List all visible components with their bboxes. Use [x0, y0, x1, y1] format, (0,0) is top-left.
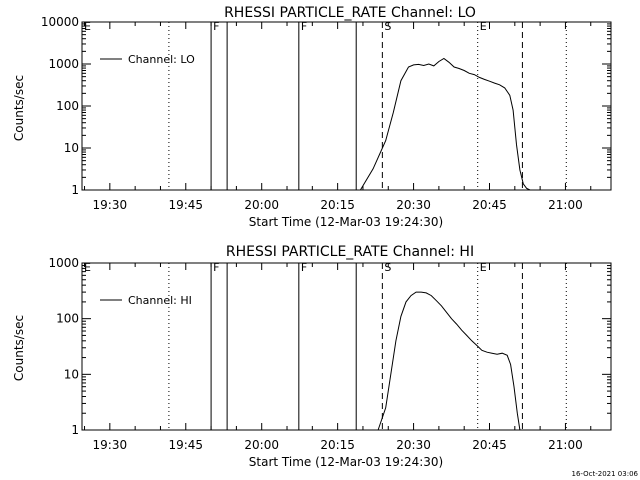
x-tick-label: 19:30 [93, 438, 128, 452]
y-tick-label: 100 [56, 99, 79, 113]
x-tick-label: 20:00 [244, 198, 279, 212]
y-tick-label: 10 [64, 141, 79, 155]
y-tick-label: 10000 [41, 15, 79, 29]
chart-panel-hi: RHESSI PARTICLE_RATE Channel: HI Counts/… [12, 244, 612, 469]
x-tick-label: 20:30 [396, 438, 431, 452]
y-axis-label: Counts/sec [12, 75, 26, 141]
chart-title: RHESSI PARTICLE_RATE Channel: HI [226, 244, 474, 260]
x-tick-label: 20:45 [472, 198, 507, 212]
x-tick-label: 20:15 [320, 438, 355, 452]
event-marker-label: E [480, 261, 487, 274]
y-tick-label: 1 [71, 423, 79, 437]
y-tick-label: 10 [64, 367, 79, 381]
event-marker-label: F [301, 20, 307, 33]
x-tick-label: 20:30 [396, 198, 431, 212]
x-tick-label: 20:15 [320, 198, 355, 212]
plot-frame [81, 21, 612, 191]
plot-frame [81, 262, 612, 431]
x-axis-label: Start Time (12-Mar-03 19:24:30) [249, 455, 443, 469]
y-tick-label: 1000 [48, 256, 79, 270]
event-marker-label: E [480, 20, 487, 33]
y-tick-label: 100 [56, 312, 79, 326]
x-tick-label: 20:00 [244, 438, 279, 452]
y-tick-label: 1 [71, 183, 79, 197]
event-marker-label: F [213, 20, 219, 33]
event-marker-label: S [384, 261, 391, 274]
event-marker-label: F [301, 261, 307, 274]
y-tick-label: 1000 [48, 57, 79, 71]
event-marker-label: E [84, 261, 91, 274]
series-line [377, 291, 521, 431]
x-tick-label: 21:00 [548, 198, 583, 212]
event-marker-label: S [384, 20, 391, 33]
series-line [359, 57, 531, 191]
event-marker-label: F [213, 261, 219, 274]
chart-title: RHESSI PARTICLE_RATE Channel: LO [224, 5, 476, 21]
x-tick-label: 21:00 [548, 438, 583, 452]
legend-label: Channel: HI [128, 294, 192, 307]
legend-label: Channel: LO [128, 53, 195, 66]
event-marker-label: E [84, 20, 91, 33]
x-tick-label: 20:45 [472, 438, 507, 452]
chart-panel-lo: RHESSI PARTICLE_RATE Channel: LO Counts/… [12, 5, 612, 229]
x-tick-label: 19:45 [168, 198, 203, 212]
x-tick-label: 19:30 [93, 198, 128, 212]
y-axis-label: Counts/sec [12, 315, 26, 381]
x-axis-label: Start Time (12-Mar-03 19:24:30) [249, 215, 443, 229]
timestamp: 16-Oct-2021 03:06 [572, 470, 639, 478]
x-tick-label: 19:45 [168, 438, 203, 452]
